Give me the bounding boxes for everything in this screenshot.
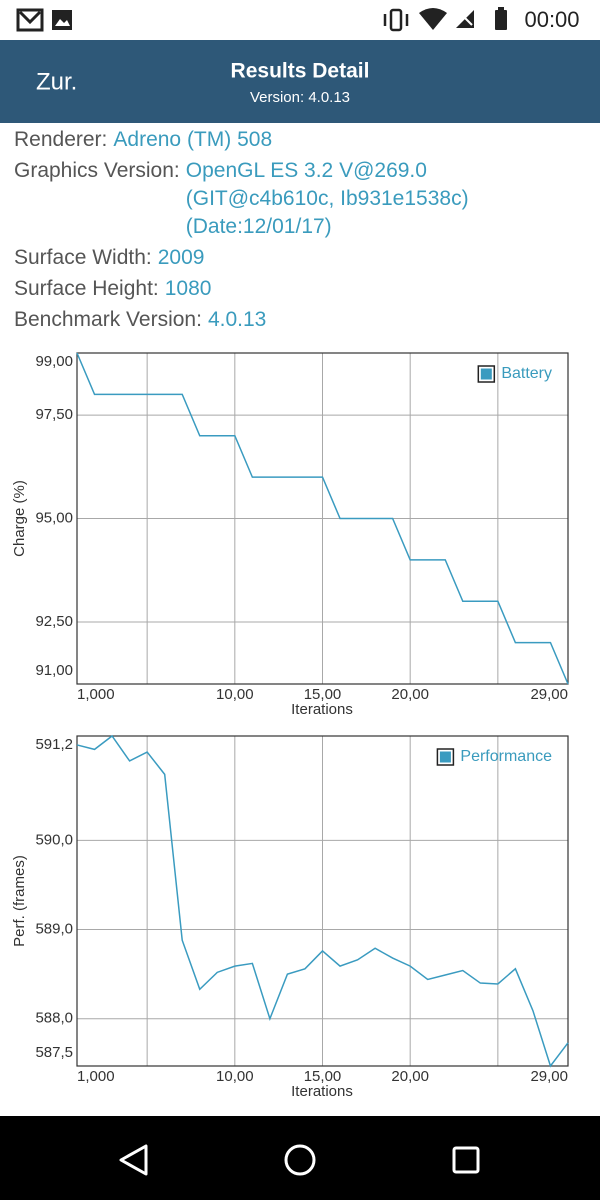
x-tick-label: 1,000 <box>77 686 115 703</box>
legend-swatch-fill <box>439 751 451 763</box>
data-line <box>76 352 569 685</box>
status-icons <box>16 7 507 32</box>
y-tick-label: 588,0 <box>35 1010 73 1027</box>
nav-recents[interactable] <box>452 1146 480 1174</box>
info-value-line: 1080 <box>164 277 212 300</box>
chart: 591,2 590,0 589,0 588,0 587,51,000 10,00 15,00… <box>11 735 569 1100</box>
info-value: 4.0.13 <box>208 306 266 334</box>
info-row: Renderer: Adreno (TM) 508 <box>14 126 594 154</box>
y-tick-label: 99,00 <box>35 353 73 370</box>
status-time: 00:00 <box>524 7 579 32</box>
chart: 99,00 97,50 95,00 92,50 91,001,000 10,00 15,00… <box>11 352 569 718</box>
back-button[interactable]: Zur. <box>36 68 77 95</box>
info-list: Renderer: Adreno (TM) 508 Graphics Version… <box>14 126 594 337</box>
header-title: Results Detail <box>231 60 370 83</box>
legend-label: Battery <box>501 365 552 382</box>
info-label: Benchmark Version: <box>14 308 202 331</box>
info-label: Surface Width: <box>14 246 152 269</box>
y-tick-label: 587,5 <box>35 1044 73 1061</box>
y-tick-label: 92,50 <box>35 613 73 630</box>
y-tick-label: 91,00 <box>35 662 73 679</box>
info-label: Surface Height: <box>14 277 159 300</box>
x-tick-label: 15,00 <box>304 686 342 703</box>
x-tick-label: 20,00 <box>391 1068 429 1085</box>
x-tick-label: 20,00 <box>391 686 429 703</box>
y-tick-label: 97,50 <box>35 406 73 423</box>
info-value-line: Adreno (TM) 508 <box>113 128 273 151</box>
x-tick-label: 29,00 <box>530 686 568 703</box>
legend-swatch-fill <box>480 368 492 380</box>
header-bar <box>0 40 600 123</box>
info-value: 1080 <box>165 275 212 303</box>
info-label: Renderer: <box>14 128 108 151</box>
info-row: Surface Width: 2009 <box>14 244 594 272</box>
plot-border <box>76 352 569 685</box>
x-tick-label: 10,00 <box>216 686 254 703</box>
y-tick-label: 95,00 <box>35 509 73 526</box>
x-tick-label: 10,00 <box>216 1068 254 1085</box>
y-tick-label: 591,2 <box>35 736 73 753</box>
nav-bar <box>0 1116 600 1200</box>
info-value: 2009 <box>158 244 205 272</box>
info-value: Adreno (TM) 508 <box>113 126 272 154</box>
info-value-line: (GIT@c4b610c, Ib931e1538c) <box>185 187 469 210</box>
x-tick-label: 15,00 <box>304 1068 342 1085</box>
status-bar <box>0 0 600 40</box>
info-value-line: (Date:12/01/17) <box>185 215 332 238</box>
x-axis-label: Iterations <box>291 701 353 718</box>
x-axis-label: Iterations <box>291 1083 353 1100</box>
plot-border <box>76 735 569 1067</box>
info-value-line: OpenGL ES 3.2 V@269.0 <box>185 159 427 182</box>
y-tick-label: 589,0 <box>35 921 73 938</box>
info-row: Benchmark Version: 4.0.13 <box>14 306 594 334</box>
x-tick-label: 29,00 <box>530 1068 568 1085</box>
info-value-line: 2009 <box>157 246 205 269</box>
nav-home[interactable] <box>284 1144 316 1176</box>
nav-back[interactable] <box>119 1144 148 1176</box>
x-tick-label: 1,000 <box>77 1068 115 1085</box>
data-line <box>76 734 569 1068</box>
y-axis-label: Perf. (frames) <box>11 855 28 947</box>
info-value-line: 4.0.13 <box>207 308 267 331</box>
info-row: Surface Height: 1080 <box>14 275 594 303</box>
y-tick-label: 590,0 <box>35 831 73 848</box>
info-row: Graphics Version: OpenGL ES 3.2 V@269.0 (G… <box>14 157 594 241</box>
header-subtitle: Version: 4.0.13 <box>250 89 350 106</box>
y-axis-label: Charge (%) <box>11 480 28 557</box>
legend-label: Performance <box>460 748 552 765</box>
info-label: Graphics Version: <box>14 159 180 182</box>
info-value: OpenGL ES 3.2 V@269.0 (GIT@c4b610c, Ib931… <box>186 157 469 241</box>
